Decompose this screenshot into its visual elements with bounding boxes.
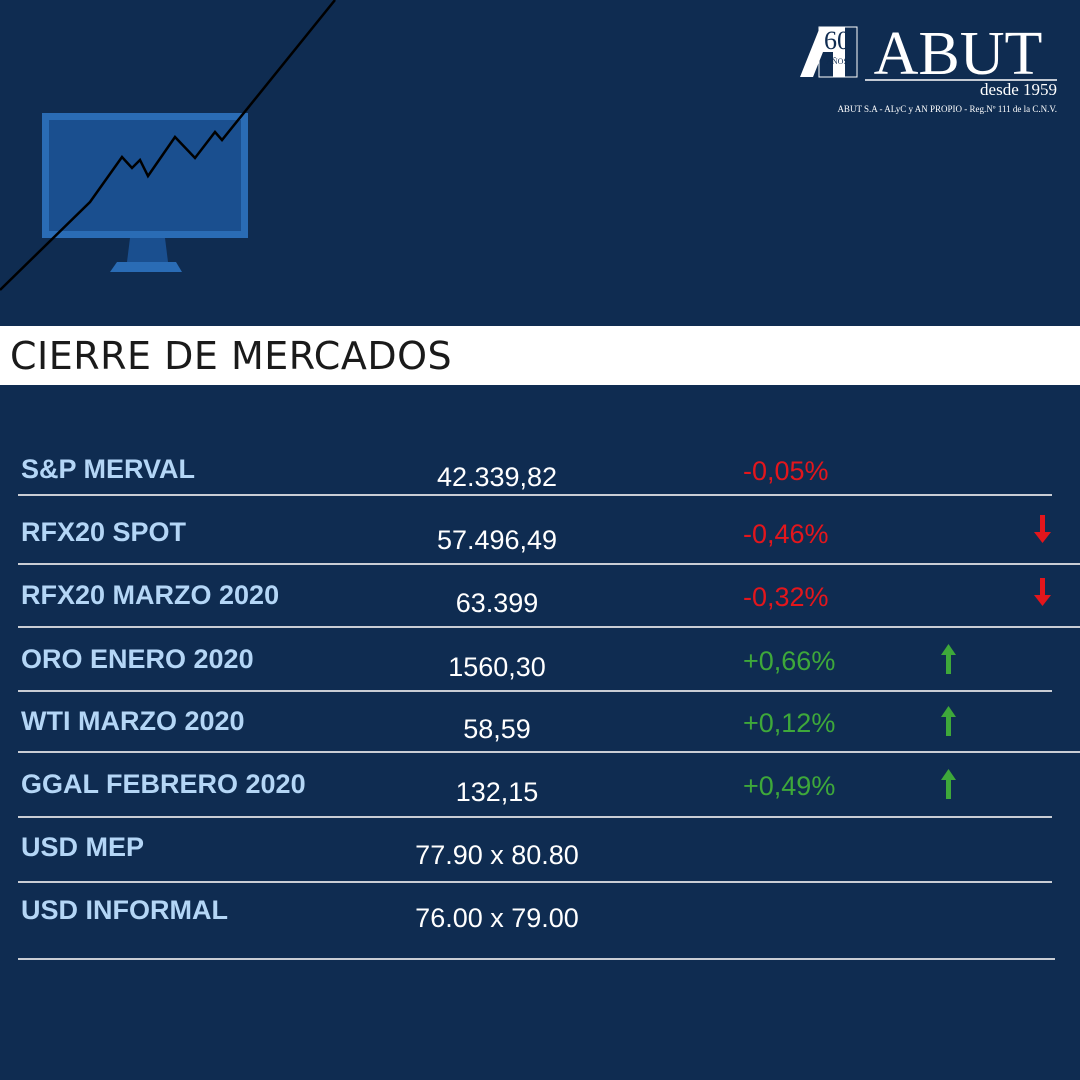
trend-arrows — [941, 515, 1051, 799]
logo-anniversary: 60 — [824, 26, 850, 55]
row-value: 1560,30 — [448, 652, 546, 682]
row-name: S&P MERVAL — [21, 454, 196, 484]
row-change: -0,46% — [743, 519, 829, 549]
row-separator — [18, 958, 1055, 960]
row-value: 77.90 x 80.80 — [415, 840, 579, 870]
row-separator — [18, 626, 1080, 628]
row-name: GGAL FEBRERO 2020 — [21, 769, 306, 799]
row-value: 42.339,82 — [436, 462, 558, 492]
row-change: +0,12% — [743, 708, 836, 738]
row-separator — [18, 881, 1052, 883]
logo-name: ABUT — [874, 22, 1043, 88]
title-band — [0, 326, 1080, 385]
row-change: +0,49% — [743, 771, 836, 801]
row-separator — [18, 563, 1080, 565]
row-value: 58,59 — [463, 714, 531, 744]
row-separator — [18, 494, 1052, 496]
row-name: WTI MARZO 2020 — [21, 706, 245, 736]
logo: 60 AÑOS ABUT desde 1959 ABUT S.A - ALyC … — [800, 22, 1057, 114]
logo-since: desde 1959 — [980, 80, 1057, 99]
row-name: USD INFORMAL — [21, 895, 228, 925]
row-separator — [18, 816, 1052, 818]
logo-legal: ABUT S.A - ALyC y AN PROPIO - Reg.Nº 111… — [837, 104, 1057, 114]
row-value: 132,15 — [455, 777, 539, 807]
row-change: -0,32% — [743, 582, 829, 612]
row-separator — [18, 751, 1080, 753]
row-change: -0,05% — [743, 456, 829, 486]
row-separator — [18, 690, 1052, 692]
logo-anniversary-label: AÑOS — [826, 56, 848, 66]
row-change: +0,66% — [743, 646, 836, 676]
monitor-icon — [0, 0, 336, 291]
row-name: ORO ENERO 2020 — [21, 644, 254, 674]
row-name: RFX20 SPOT — [21, 517, 187, 547]
row-value: 57.496,49 — [436, 525, 558, 555]
row-value: 63.399 — [455, 588, 539, 618]
row-name: RFX20 MARZO 2020 — [21, 580, 280, 610]
title: CIERRE DE MERCADOS — [10, 334, 453, 378]
row-name: USD MEP — [21, 832, 145, 862]
row-value: 76.00 x 79.00 — [415, 903, 579, 933]
